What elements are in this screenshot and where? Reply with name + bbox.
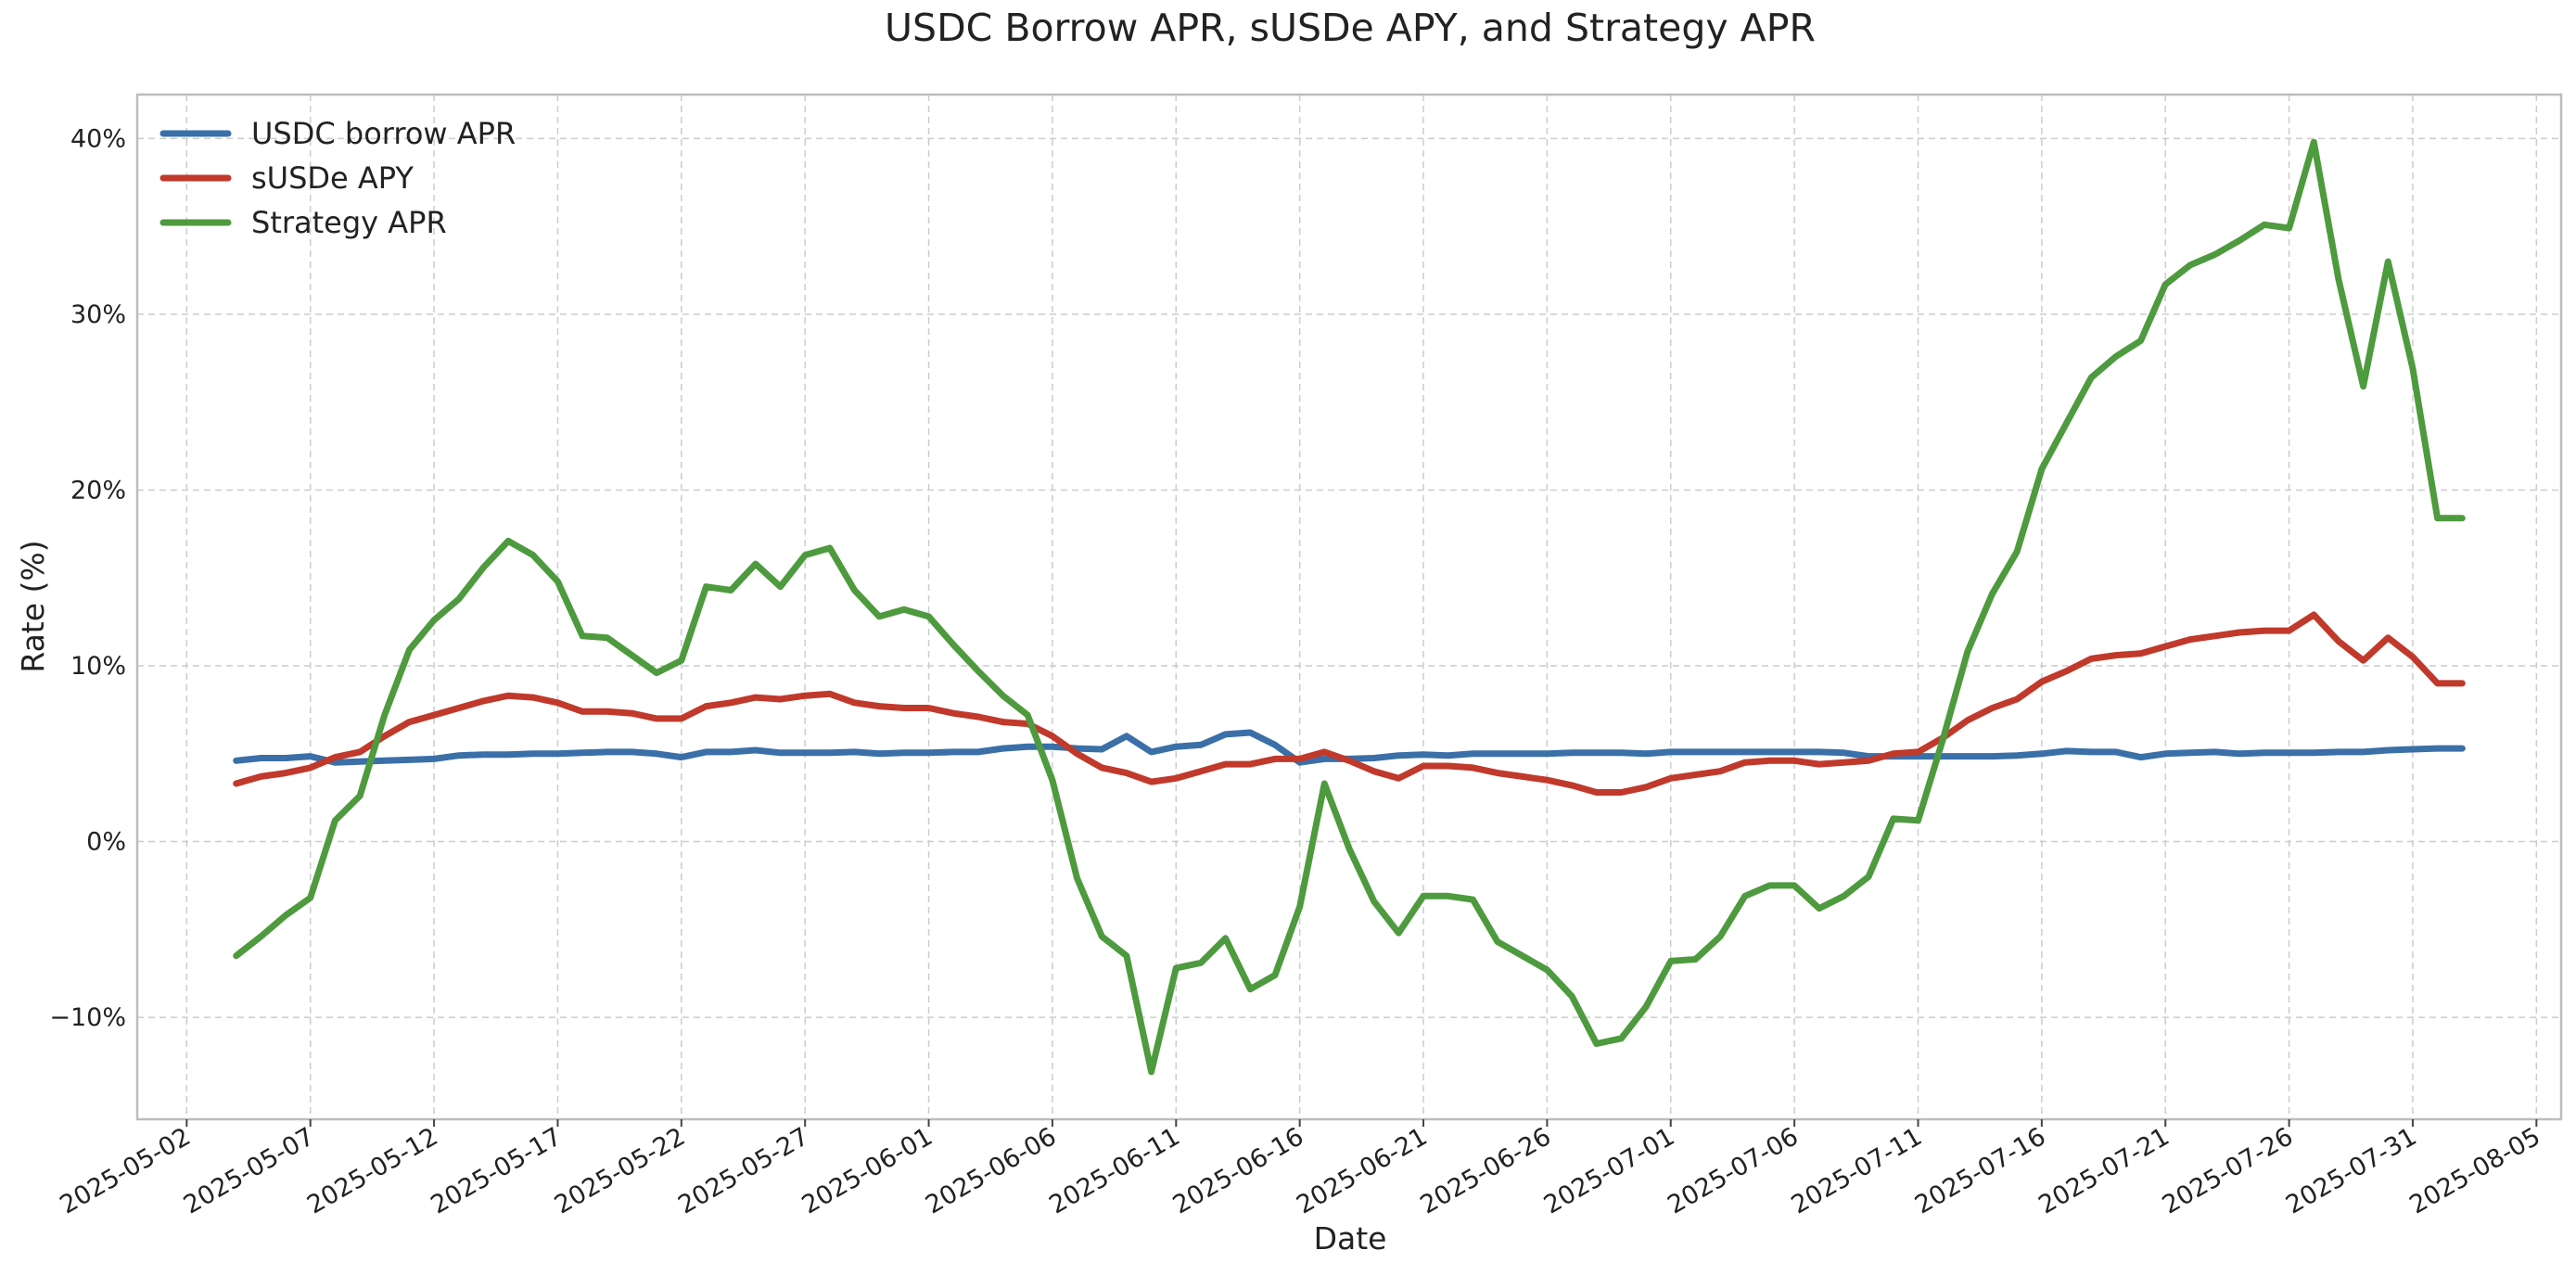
- x-tick-label: 2025-05-17: [427, 1122, 567, 1219]
- series-lines: [233, 138, 2466, 1076]
- x-tick-label: 2025-05-22: [550, 1122, 690, 1219]
- legend-entry: USDC borrow APR: [159, 116, 516, 151]
- y-axis-label: Rate (%): [15, 540, 51, 672]
- chart-title: USDC Borrow APR, sUSDe APY, and Strategy…: [885, 6, 1816, 50]
- series-line-2: [233, 611, 2466, 796]
- x-axis-ticks: 2025-05-022025-05-072025-05-122025-05-17…: [55, 1119, 2545, 1220]
- y-tick-label: 10%: [70, 652, 126, 681]
- x-tick-label: 2025-07-26: [2158, 1122, 2298, 1219]
- x-tick-label: 2025-06-01: [797, 1122, 937, 1219]
- y-tick-label: 0%: [86, 828, 126, 857]
- x-tick-label: 2025-06-11: [1044, 1122, 1184, 1219]
- y-tick-label: 30%: [70, 300, 126, 329]
- legend-entry: sUSDe APY: [159, 160, 414, 196]
- series-line-3: [233, 138, 2466, 1076]
- legend-label: sUSDe APY: [251, 160, 414, 196]
- x-tick-label: 2025-05-02: [55, 1122, 195, 1219]
- x-tick-label: 2025-06-21: [1292, 1122, 1432, 1219]
- x-tick-label: 2025-07-16: [1910, 1122, 2050, 1219]
- y-axis-ticks: −10% 0% 10% 20% 30% 40%: [49, 124, 126, 1032]
- x-tick-label: 2025-08-05: [2404, 1122, 2544, 1219]
- y-tick-label: −10%: [49, 1003, 126, 1032]
- x-tick-label: 2025-06-06: [921, 1122, 1061, 1219]
- x-tick-label: 2025-07-31: [2281, 1122, 2421, 1219]
- x-tick-label: 2025-05-12: [302, 1122, 442, 1219]
- y-tick-label: 20%: [70, 476, 126, 504]
- x-tick-label: 2025-06-16: [1168, 1122, 1308, 1219]
- grid: [137, 95, 2561, 1119]
- x-tick-label: 2025-06-26: [1415, 1122, 1555, 1219]
- plot-frame: [135, 93, 2563, 1121]
- x-tick-label: 2025-05-27: [673, 1122, 813, 1219]
- legend-label: Strategy APR: [251, 205, 447, 240]
- legend-label: USDC borrow APR: [251, 116, 516, 151]
- x-tick-label: 2025-07-06: [1663, 1122, 1803, 1219]
- x-axis-label: Date: [1314, 1220, 1387, 1257]
- legend: USDC borrow APR sUSDe APY Strategy APR: [159, 116, 516, 240]
- x-tick-label: 2025-07-11: [1787, 1122, 1927, 1219]
- x-tick-label: 2025-07-21: [2034, 1122, 2174, 1219]
- legend-entry: Strategy APR: [159, 205, 447, 240]
- x-tick-label: 2025-05-07: [179, 1122, 319, 1219]
- y-tick-label: 40%: [70, 124, 126, 153]
- x-tick-label: 2025-07-01: [1539, 1122, 1679, 1219]
